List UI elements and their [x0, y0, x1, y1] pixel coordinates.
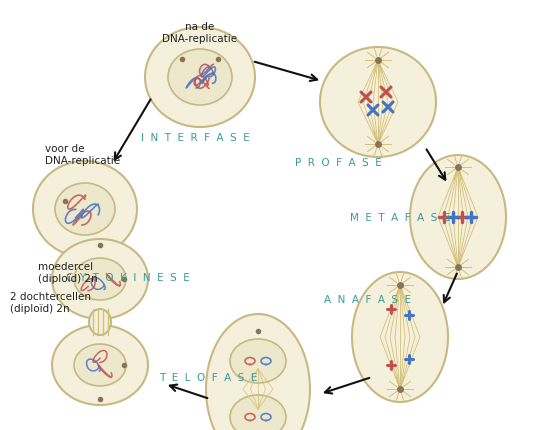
Ellipse shape — [352, 272, 448, 402]
Text: voor de
DNA-replicatie: voor de DNA-replicatie — [45, 144, 120, 166]
Text: moedercel
(diploïd) 2n: moedercel (diploïd) 2n — [38, 261, 98, 283]
Ellipse shape — [168, 50, 232, 106]
Ellipse shape — [230, 339, 286, 383]
Ellipse shape — [89, 309, 111, 335]
Ellipse shape — [52, 325, 148, 405]
Text: na de
DNA-replicatie: na de DNA-replicatie — [162, 22, 238, 43]
Ellipse shape — [74, 344, 126, 386]
Ellipse shape — [74, 258, 126, 300]
Ellipse shape — [55, 184, 115, 236]
Ellipse shape — [320, 48, 436, 158]
Ellipse shape — [33, 162, 137, 258]
Ellipse shape — [206, 314, 310, 430]
Text: I  N  T  E  R  F  A  S  E: I N T E R F A S E — [141, 133, 249, 143]
Text: T  E  L  O  F  A  S  E: T E L O F A S E — [159, 372, 257, 382]
Text: 2 dochtercellen
(diploïd) 2n: 2 dochtercellen (diploïd) 2n — [10, 291, 91, 313]
Ellipse shape — [52, 240, 148, 319]
Text: P  R  O  F  A  S  E: P R O F A S E — [295, 158, 381, 168]
Text: A  N  A  F  A  S  E: A N A F A S E — [324, 294, 411, 304]
Ellipse shape — [230, 395, 286, 430]
Ellipse shape — [410, 156, 506, 280]
Ellipse shape — [145, 28, 255, 128]
Text: M  E  T  A  F  A  S  E: M E T A F A S E — [350, 212, 450, 222]
Text: C  Y  T  O  K  I  N  E  S  E: C Y T O K I N E S E — [66, 272, 190, 283]
